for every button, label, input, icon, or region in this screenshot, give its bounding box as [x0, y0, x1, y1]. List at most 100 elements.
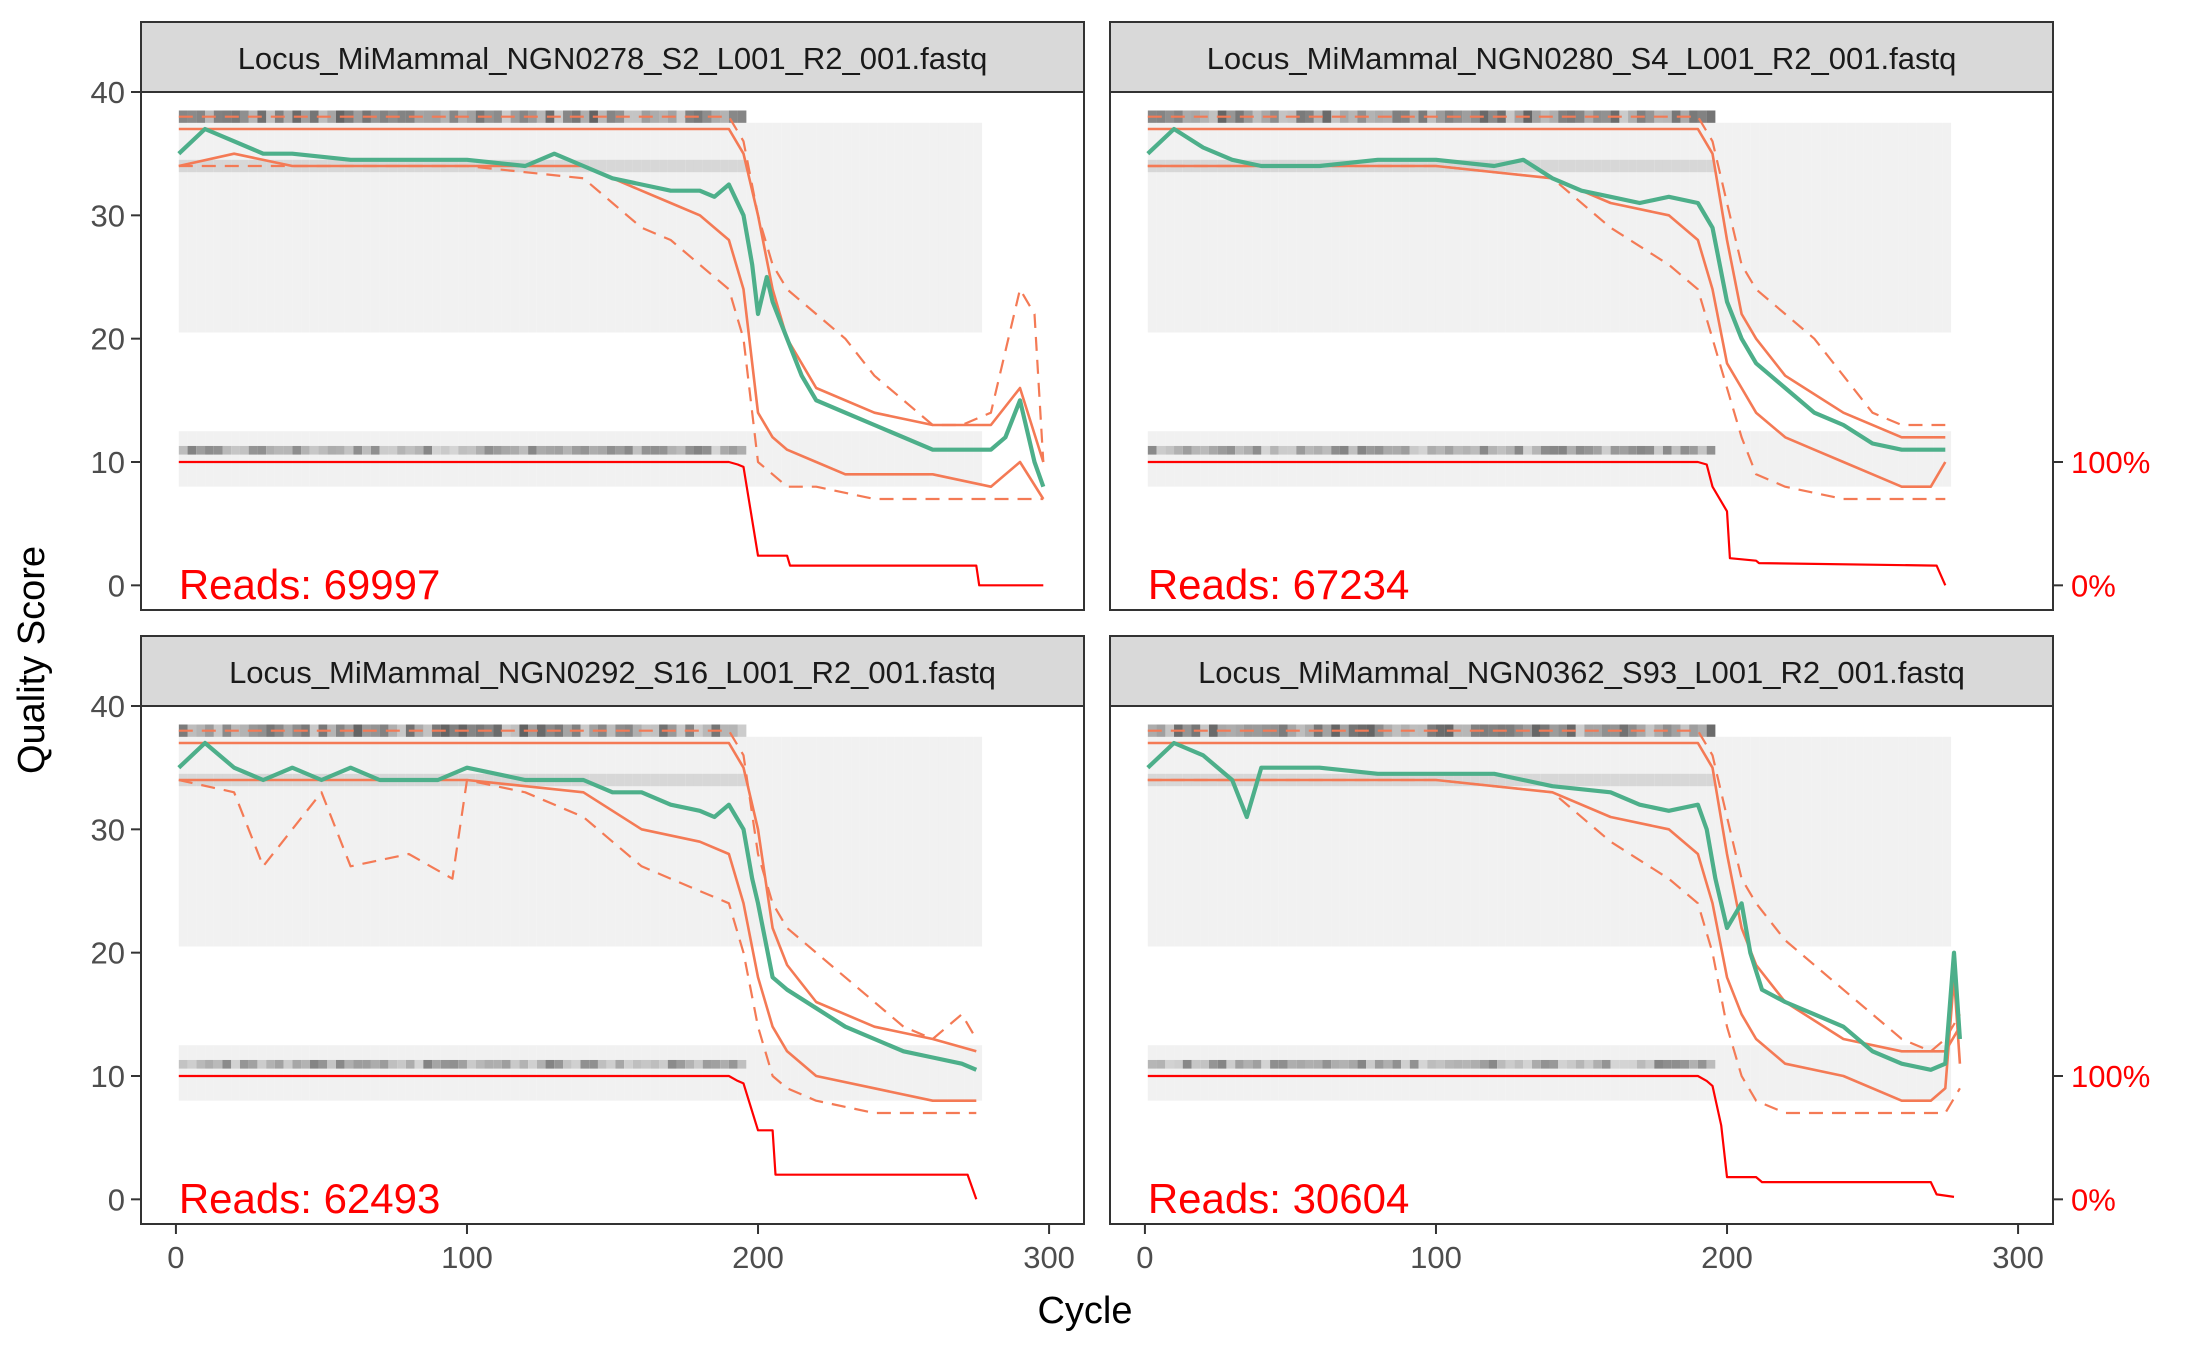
heatmap-cell — [1820, 122, 1829, 333]
heatmap-cell — [851, 122, 860, 333]
heatmap-cell — [1392, 1045, 1402, 1101]
heatmap-cell — [685, 445, 694, 455]
heatmap-cell — [388, 431, 398, 487]
heatmap-cell — [1872, 736, 1882, 947]
heatmap-cell — [816, 122, 825, 333]
heatmap-cell — [702, 431, 712, 487]
heatmap-cell — [1366, 1059, 1375, 1069]
heatmap-cell — [1322, 431, 1332, 487]
heatmap-cell — [1532, 724, 1541, 737]
heatmap-cell — [1523, 159, 1533, 173]
heatmap-cell — [659, 773, 668, 787]
heatmap-cell — [178, 1045, 188, 1101]
heatmap-cell — [816, 431, 825, 487]
heatmap-cell — [1662, 1045, 1672, 1101]
heatmap-cell — [379, 1045, 389, 1101]
heatmap-cell — [1767, 736, 1777, 947]
series-cumulative-reads-line — [178, 460, 1044, 587]
heatmap-cell — [1217, 736, 1227, 947]
heatmap-cell — [1488, 724, 1498, 737]
heatmap-cell — [763, 122, 773, 333]
heatmap-cell — [1654, 431, 1663, 487]
heatmap-cell — [301, 736, 310, 947]
heatmap-cell — [231, 122, 240, 333]
heatmap-cell — [440, 1045, 450, 1101]
heatmap-cell — [1689, 110, 1698, 123]
heatmap-cell — [1706, 1059, 1716, 1069]
reads-annotation: Reads: 69997 — [179, 561, 441, 608]
heatmap-cell — [1890, 431, 1899, 487]
heatmap-cell — [475, 122, 485, 333]
heatmap-cell — [737, 736, 747, 947]
heatmap-cell — [1453, 445, 1463, 455]
heatmap-cell — [1374, 1059, 1384, 1069]
heatmap-cell — [1863, 431, 1873, 487]
heatmap-cell — [432, 736, 441, 947]
heatmap-cell — [1418, 122, 1428, 333]
heatmap-cell — [1645, 736, 1655, 947]
heatmap-cell — [877, 1045, 887, 1101]
heatmap-cell — [650, 1059, 660, 1069]
heatmap-cell — [1383, 122, 1393, 333]
heatmap-cell — [1706, 773, 1716, 787]
heatmap-cell — [1383, 431, 1393, 487]
heatmap-cell — [632, 431, 642, 487]
heatmap-cell — [886, 122, 895, 333]
heatmap-cell — [423, 724, 433, 737]
heatmap-cell — [728, 773, 738, 787]
heatmap-cell — [1601, 724, 1611, 737]
heatmap-cell — [816, 736, 825, 947]
heatmap-cell — [1470, 431, 1480, 487]
heatmap-cell — [257, 122, 267, 333]
heatmap-cell — [1278, 122, 1288, 333]
heatmap-cell — [728, 431, 738, 487]
heatmap-cell — [1916, 736, 1925, 947]
heatmap-cell — [1401, 445, 1410, 455]
heatmap-cell — [292, 736, 302, 947]
heatmap-cell — [667, 122, 677, 333]
heatmap-cell — [1488, 736, 1498, 947]
heatmap-cell — [632, 724, 642, 737]
heatmap-cell — [1523, 122, 1533, 333]
heatmap-cell — [1654, 122, 1663, 333]
heatmap-cell — [309, 736, 319, 947]
heatmap-cell — [1802, 1045, 1812, 1101]
heatmap-cell — [1532, 1045, 1541, 1101]
heatmap-cell — [1628, 1045, 1637, 1101]
heatmap-cell — [685, 1045, 694, 1101]
heatmap-cell — [362, 445, 371, 455]
heatmap-cell — [1348, 724, 1358, 737]
heatmap-cell — [1339, 122, 1349, 333]
heatmap-cell — [886, 736, 895, 947]
heatmap-cell — [414, 736, 424, 947]
heatmap-cell — [1776, 431, 1786, 487]
heatmap-cell — [362, 431, 371, 487]
heatmap-cell — [239, 159, 249, 173]
heatmap-cell — [1252, 110, 1262, 123]
heatmap-cell — [327, 1059, 337, 1069]
heatmap-cell — [466, 1059, 476, 1069]
heatmap-cell — [1296, 1045, 1306, 1101]
heatmap-cell — [1479, 1059, 1489, 1069]
heatmap-cell — [1226, 736, 1236, 947]
heatmap-cell — [938, 736, 948, 947]
heatmap-cell — [501, 445, 511, 455]
heatmap-cell — [1759, 1045, 1768, 1101]
heatmap-cell — [458, 445, 467, 455]
heatmap-cell — [842, 122, 852, 333]
heatmap-cell — [1680, 773, 1690, 787]
y-tick-label: 40 — [91, 689, 125, 724]
heatmap-cell — [1532, 445, 1541, 455]
heatmap-cell — [187, 122, 197, 333]
heatmap-cell — [1610, 445, 1620, 455]
heatmap-cell — [1235, 445, 1244, 455]
heatmap-cell — [903, 122, 913, 333]
heatmap-cell — [1514, 159, 1524, 173]
heatmap-cell — [1322, 736, 1332, 947]
heatmap-cell — [720, 110, 729, 123]
heatmap-cell — [519, 1059, 529, 1069]
heatmap-cell — [632, 773, 642, 787]
heatmap-cell — [1462, 1059, 1471, 1069]
heatmap-cell — [1933, 122, 1943, 333]
heatmap-cell — [466, 736, 476, 947]
